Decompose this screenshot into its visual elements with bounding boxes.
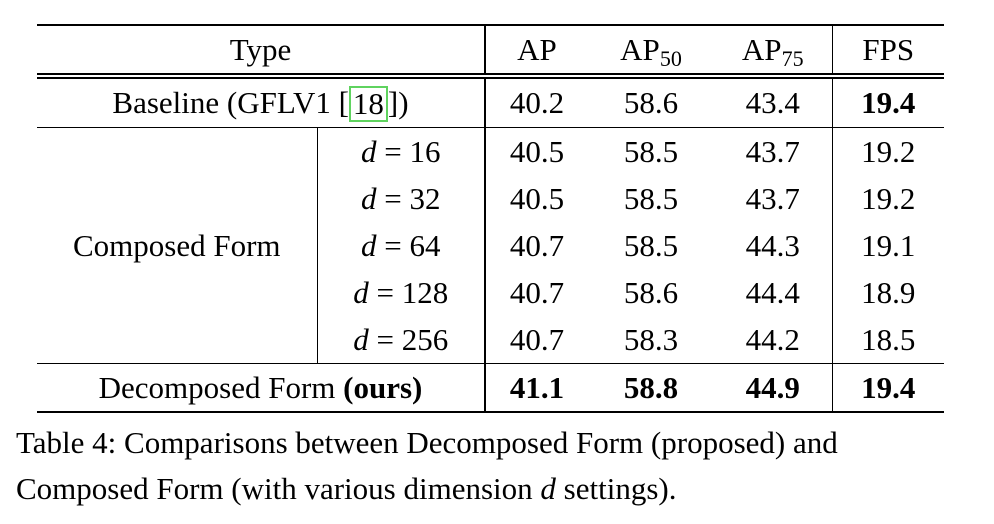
composed-ap50: 58.5 (623, 227, 679, 263)
decomposed-label: Decomposed Form (ours) (37, 362, 486, 413)
composed-ap: 40.7 (509, 227, 565, 263)
composed-ap75: 43.7 (714, 174, 833, 222)
composed-ap50: 58.6 (623, 274, 679, 310)
composed-d-setting: d = 32 (317, 174, 486, 222)
composed-d-setting: d = 16 (317, 126, 486, 175)
header-row: Type AP AP50 AP75 FPS (37, 24, 944, 79)
composed-fps: 19.1 (861, 227, 916, 263)
composed-d-setting: d = 128 (317, 268, 486, 316)
decomposed-ap50: 58.8 (588, 362, 714, 413)
composed-d-setting: d = 256 (317, 315, 486, 363)
composed-fps: 19.2 (861, 180, 916, 216)
decomposed-ap: 41.1 (485, 362, 588, 413)
composed-row: d = 256 40.7 58.3 44.2 18.5 (37, 315, 944, 363)
baseline-label: Baseline (GFLV1 [18]) (37, 76, 486, 127)
composed-row: Composed Form d = 16 40.5 58.5 43.7 19.2 (37, 126, 944, 363)
baseline-row: Baseline (GFLV1 [18]) 40.2 58.6 43.4 19.… (37, 76, 944, 127)
composed-fps: 18.5 (861, 321, 916, 357)
composed-d-setting: d = 64 (317, 221, 486, 269)
baseline-fps: 19.4 (861, 85, 916, 121)
caption-line-1: Table 4: Comparisons between Decomposed … (16, 425, 838, 460)
composed-ap75: 44.4 (714, 268, 833, 316)
baseline-ap50: 58.6 (623, 85, 679, 121)
decomposed-ap75: 44.9 (714, 362, 833, 413)
composed-row: d = 32 40.5 58.5 43.7 19.2 (37, 174, 944, 222)
composed-ap50: 58.3 (623, 321, 679, 357)
composed-ap50: 58.5 (623, 180, 679, 216)
caption-line-2: Composed Form (with various dimension d … (16, 471, 677, 506)
header-type: Type (37, 24, 486, 79)
decomposed-row: Decomposed Form (ours) 41.1 58.8 44.9 19… (37, 362, 944, 413)
composed-ap50: 58.5 (588, 126, 714, 175)
composed-ap: 40.7 (509, 321, 565, 357)
header-fps: FPS (832, 24, 944, 79)
results-table: Type AP AP50 AP75 FPS Baseline (GFLV1 [1… (37, 24, 944, 413)
composed-ap75: 44.2 (714, 315, 833, 363)
composed-ap75: 43.7 (714, 126, 833, 175)
header-ap75: AP75 (714, 24, 833, 79)
composed-ap: 40.7 (509, 274, 565, 310)
composed-row: d = 64 40.7 58.5 44.3 19.1 (37, 221, 944, 269)
decomposed-fps: 19.4 (832, 362, 944, 413)
results-table-container: Type AP AP50 AP75 FPS Baseline (GFLV1 [1… (37, 24, 944, 413)
composed-label: Composed Form (37, 126, 318, 363)
composed-ap: 40.5 (485, 126, 588, 175)
citation-link[interactable]: 18 (348, 86, 388, 123)
baseline-ap75: 43.4 (714, 76, 833, 127)
composed-ap75: 44.3 (714, 221, 833, 269)
composed-fps: 18.9 (861, 274, 916, 310)
composed-fps: 19.2 (832, 126, 944, 175)
composed-ap: 40.5 (509, 180, 565, 216)
composed-row: d = 128 40.7 58.6 44.4 18.9 (37, 268, 944, 316)
header-ap: AP (485, 24, 588, 79)
baseline-ap: 40.2 (509, 85, 565, 121)
header-ap50: AP50 (588, 24, 714, 79)
table-caption: Table 4: Comparisons between Decomposed … (16, 420, 986, 512)
